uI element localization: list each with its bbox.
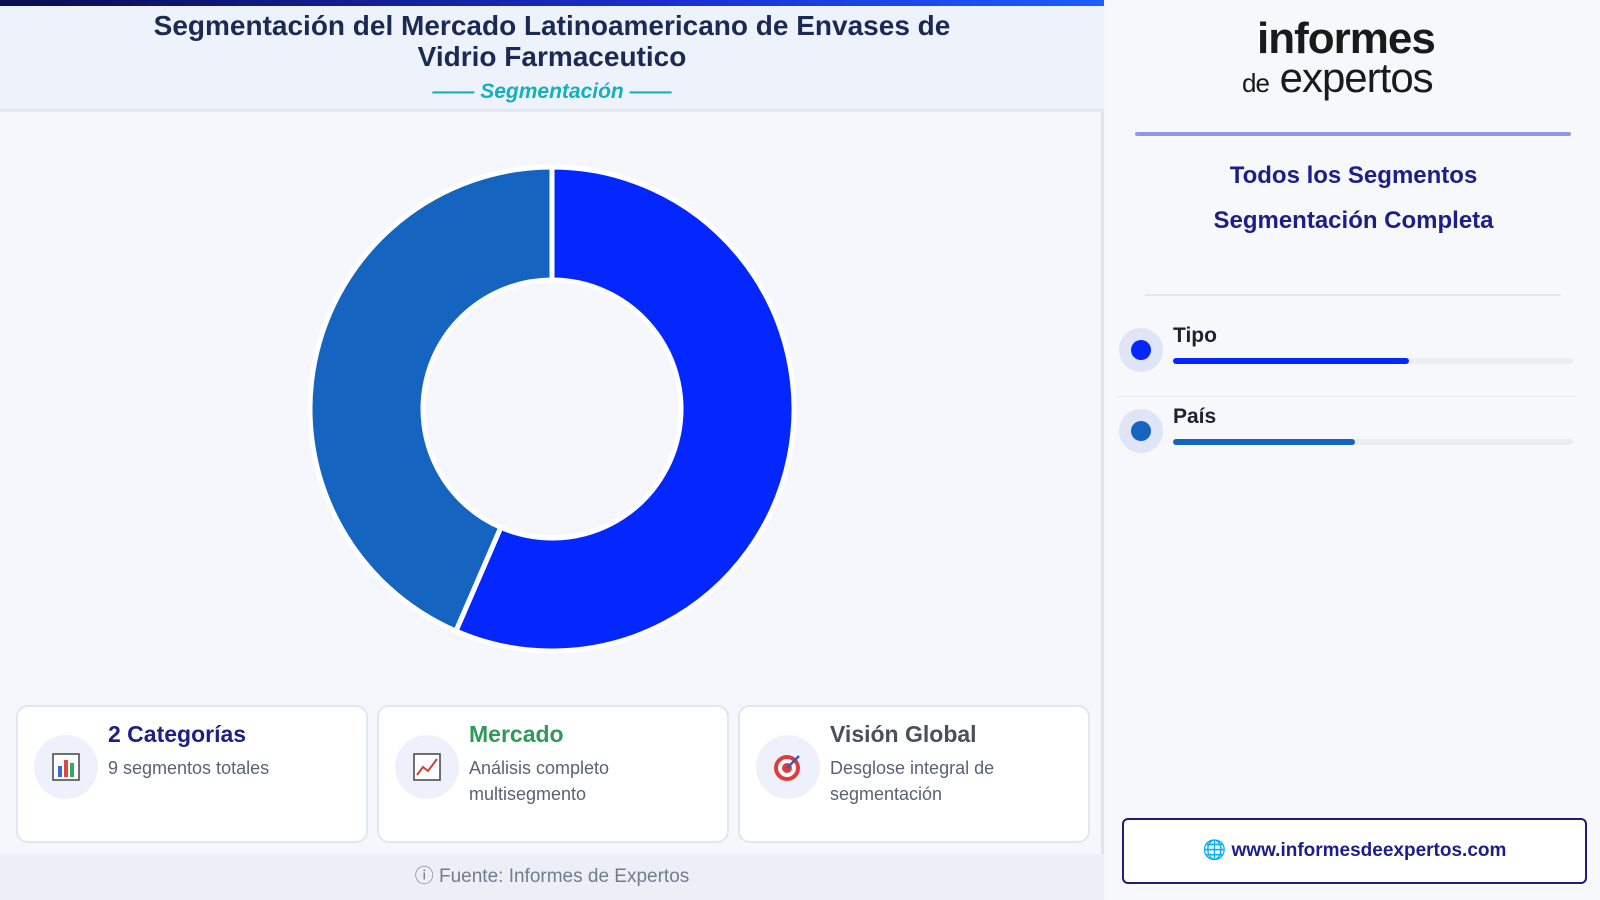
source-footer: ⓘ Fuente: Informes de Expertos (0, 854, 1104, 900)
logo-line-1: informes (1257, 14, 1436, 63)
legend-dot (1131, 421, 1151, 441)
progress-track (1173, 439, 1573, 445)
card-categories: 2 Categorías 9 segmentos totales (16, 705, 368, 843)
donut-chart (307, 164, 797, 654)
sidebar-heading: Todos los Segmentos (1229, 162, 1478, 189)
brand-logo: informes de expertos (1107, 14, 1600, 104)
card-market: Mercado Análisis completo multisegmento (377, 705, 729, 843)
chart-title: Segmentación del Mercado Latinoamericano… (153, 10, 951, 72)
logo-expertos: expertos (1279, 54, 1434, 101)
card-description: Análisis completo multisegmento (469, 758, 610, 804)
sidebar: informes de expertos Todos los Segmentos… (1107, 0, 1600, 900)
card-description: Desglose integral de segmentación (830, 758, 995, 804)
chart-subtitle: —— Segmentación —— (432, 80, 672, 103)
card-global-vision: Visión Global Desglose integral de segme… (738, 705, 1090, 843)
chart-header: Segmentación del Mercado Latinoamericano… (0, 6, 1104, 112)
legend-label: País (1173, 405, 1217, 428)
target-icon (756, 735, 820, 799)
logo-de: de (1242, 68, 1270, 98)
sidebar-separator (1145, 294, 1561, 296)
legend-item-tipo: Tipo (1117, 322, 1587, 392)
top-accent-bar (0, 0, 1104, 6)
progress-track (1173, 358, 1573, 364)
donut-slice-tipo[interactable] (452, 164, 797, 654)
progress-fill (1173, 439, 1355, 445)
card-title: Visión Global (830, 721, 977, 747)
main-panel: Segmentación del Mercado Latinoamericano… (0, 0, 1104, 900)
progress-fill (1173, 358, 1409, 364)
legend-label: Tipo (1173, 324, 1217, 347)
sidebar-subheading: Segmentación Completa (1213, 207, 1494, 234)
card-title: Mercado (469, 721, 564, 747)
card-title: 2 Categorías (108, 721, 247, 747)
donut-chart-area (0, 115, 1104, 695)
legend-separator (1117, 396, 1577, 397)
donut-slice-país[interactable] (307, 164, 555, 635)
logo-line-2: de expertos (1242, 54, 1434, 102)
trend-chart-icon (395, 735, 459, 799)
sidebar-divider (1135, 132, 1571, 136)
bar-chart-icon (34, 735, 98, 799)
legend-item-pais: País (1117, 403, 1587, 473)
card-description: 9 segmentos totales (108, 758, 270, 778)
legend-dot (1131, 340, 1151, 360)
summary-cards: 2 Categorías 9 segmentos totales Mercado… (16, 705, 1090, 843)
website-link[interactable]: 🌐 www.informesdeexpertos.com (1122, 818, 1587, 884)
